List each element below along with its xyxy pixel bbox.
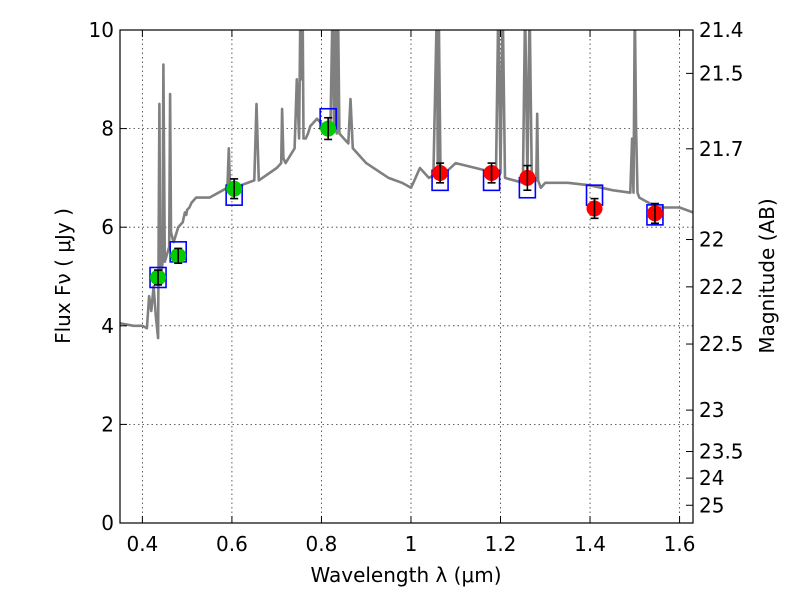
x-tick-label: 0.8 — [306, 532, 338, 556]
magnitude-tick-label: 21.7 — [699, 137, 744, 161]
magnitude-tick-label: 22.5 — [699, 332, 744, 356]
y-tick-label: 0 — [101, 511, 114, 535]
y-axis-ticks: 0 2 4 6 8 10 — [89, 18, 127, 535]
x-axis-label: Wavelength λ (μm) — [310, 563, 501, 587]
model-spectrum — [120, 30, 693, 340]
photometry-points — [149, 107, 664, 289]
y-tick-label: 8 — [101, 117, 114, 141]
x-tick-label: 0.4 — [126, 532, 158, 556]
magnitude-tick-label: 21.5 — [699, 61, 744, 85]
magnitude-tick-label: 22.2 — [699, 275, 744, 299]
magnitude-tick-label: 23.5 — [699, 440, 744, 464]
x-axis-ticks: 0.4 0.6 0.8 1 1.2 1.4 1.6 — [126, 30, 695, 556]
magnitude-tick-label: 24 — [699, 466, 724, 490]
y-tick-label: 6 — [101, 215, 114, 239]
model-spectrum-line — [120, 30, 693, 340]
x-tick-label: 1.6 — [664, 532, 696, 556]
y-tick-label: 4 — [101, 314, 114, 338]
magnitude-tick-label: 25 — [699, 493, 724, 517]
plot-frame — [119, 29, 694, 524]
y-tick-label: 10 — [89, 18, 114, 42]
magnitude-tick-label: 22 — [699, 228, 724, 252]
x-tick-label: 1.4 — [574, 532, 606, 556]
magnitude-axis-label: Magnitude (AB) — [755, 198, 779, 353]
x-tick-label: 1 — [405, 532, 418, 556]
magnitude-tick-label: 23 — [699, 398, 724, 422]
magnitude-tick-label: 21.4 — [699, 18, 744, 42]
x-tick-label: 0.6 — [216, 532, 248, 556]
x-tick-label: 1.2 — [485, 532, 517, 556]
y-tick-label: 2 — [101, 412, 114, 436]
y-axis-label: Flux Fν ( μJy ) — [51, 208, 75, 344]
magnitude-axis-ticks: 21.4 21.5 21.7 22 22.2 22.5 23 23.524 25 — [686, 18, 744, 517]
grid-lines — [120, 29, 693, 524]
